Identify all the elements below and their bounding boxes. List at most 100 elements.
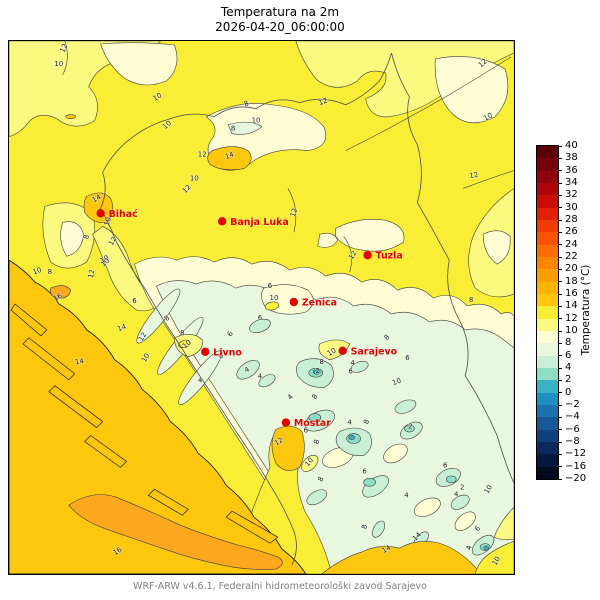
contour-value-label: 4: [454, 490, 459, 498]
contour-value-label: 4: [465, 544, 474, 550]
contour-value-label: 10: [54, 60, 63, 68]
colorbar-segment: [537, 441, 558, 455]
contour-region: [65, 114, 77, 120]
contour-value-label: 2: [408, 423, 412, 431]
colorbar-tick-label: −12: [565, 448, 587, 460]
colorbar-tick-label: 24: [565, 238, 578, 250]
colorbar-segment: [537, 293, 558, 307]
contour-region: [178, 339, 191, 349]
contour-value-label: 14: [224, 150, 236, 161]
colorbar-tick: [558, 379, 562, 381]
contour-region: [308, 413, 322, 422]
contour-value-label: 4: [243, 365, 251, 374]
colorbar-axis-label: Temperatura (°C): [580, 264, 592, 356]
contour-value-label: 10: [102, 216, 113, 227]
contour-region: [482, 230, 511, 265]
contour-value-label: 12: [318, 97, 329, 108]
contour-value-label: 4: [286, 392, 295, 401]
contour-value-label: 12: [87, 269, 96, 279]
contour-value-label: 8: [320, 358, 324, 366]
contour-value-label: 6: [226, 330, 235, 338]
temperature-map: 1012101081081214121012141012810121212121…: [9, 41, 514, 574]
colorbar-tick: [558, 330, 562, 332]
figure-title: Temperatura na 2m 2026-04-20_06:00:00: [20, 5, 540, 35]
colorbar-tick-label: 30: [565, 201, 578, 213]
contour-region: [474, 540, 514, 574]
contour-region: [454, 511, 476, 531]
colorbar-segment: [537, 219, 558, 233]
contour-region: [434, 56, 509, 123]
contour-value-label: 12: [198, 151, 207, 159]
colorbar-segment: [537, 367, 558, 381]
contour-value-label: 4: [258, 373, 263, 381]
contour-region: [363, 478, 376, 487]
colorbar-tick: [558, 441, 562, 443]
contour-region: [450, 494, 470, 510]
colorbar-segment: [537, 256, 558, 270]
colorbar-segment: [537, 281, 558, 294]
island: [148, 488, 189, 516]
contour-value-label: 6: [405, 354, 409, 362]
contour-region: [394, 399, 417, 414]
contour-value-label: 8: [231, 125, 235, 133]
contour-value-label: 8: [180, 329, 184, 337]
colorbar-segment: [537, 417, 558, 430]
contour-value-label: 8: [383, 333, 392, 342]
contour-region: [258, 374, 276, 388]
contour-value-label: 4: [198, 377, 203, 385]
city-marker: [363, 251, 372, 260]
colorbar-tick: [558, 244, 562, 246]
bare-contour-lines: [62, 41, 514, 273]
contour-value-label: 6: [473, 524, 482, 533]
colorbar-segment: [537, 158, 558, 171]
contour-value-label: 2: [460, 483, 464, 491]
contour-region: [413, 497, 441, 517]
colorbar-tick-label: 20: [565, 263, 578, 275]
contour-value-label: 10: [391, 377, 402, 388]
colorbar-tick-label: 28: [565, 214, 578, 225]
contour-labels-layer: 1012101081081214121012141012810121212121…: [31, 42, 503, 568]
colorbar-ticks: 40 38 36 34 32 30 28 26 24 22 20 18 16 14 12 10 8 6 4 2 0 −2−…: [558, 140, 598, 484]
contour-value-label: 8: [312, 438, 321, 445]
colorbar-tick-label: 12: [565, 312, 578, 324]
colorbar-tick-label: −16: [565, 460, 587, 472]
colorbar-segment: [537, 182, 558, 196]
contour-value-label: 6: [304, 427, 308, 435]
contour-region: [321, 541, 482, 574]
island: [10, 303, 48, 337]
contour-value-label: 12: [469, 171, 479, 180]
contour-value-label: 10: [252, 117, 261, 125]
city-label: Zenica: [302, 298, 337, 309]
contour-value-label: 8: [82, 234, 91, 240]
colorbar-tick: [558, 194, 562, 196]
contour-region: [236, 360, 260, 380]
colorbar-segment: [537, 207, 558, 220]
contour-value-label: 10: [270, 294, 279, 302]
contour-region: [493, 506, 514, 541]
colorbar-segment: [537, 146, 558, 159]
island: [225, 510, 279, 544]
contour-value-label: 4: [350, 359, 355, 367]
colorbar-tick-label: 4: [565, 362, 572, 373]
colorbar-tick-label: −8: [565, 436, 580, 447]
colorbar-tick-label: 2: [565, 374, 572, 386]
contour-line: [343, 236, 352, 273]
colorbar-tick: [558, 305, 562, 307]
contour-value-label: 6: [443, 461, 447, 469]
colorbar-tick: [558, 281, 562, 283]
colorbar-tick: [558, 207, 562, 209]
city-label: Tuzla: [376, 251, 403, 262]
contour-region: [312, 368, 321, 375]
colorbar-segment: [537, 343, 558, 356]
colorbar-tick: [558, 157, 562, 159]
contour-value-label: 14: [116, 323, 128, 334]
title-line-2: 2026-04-20_06:00:00: [215, 20, 345, 34]
colorbar-tick-label: 40: [565, 140, 578, 151]
city-label: Sarajevo: [351, 346, 398, 357]
contour-value-label: 12: [289, 207, 300, 218]
city-marker: [281, 418, 291, 427]
contour-value-label: 8: [469, 296, 473, 304]
contour-line: [287, 188, 297, 233]
colorbar-tick: [558, 342, 562, 344]
colorbar-segment: [537, 195, 558, 208]
